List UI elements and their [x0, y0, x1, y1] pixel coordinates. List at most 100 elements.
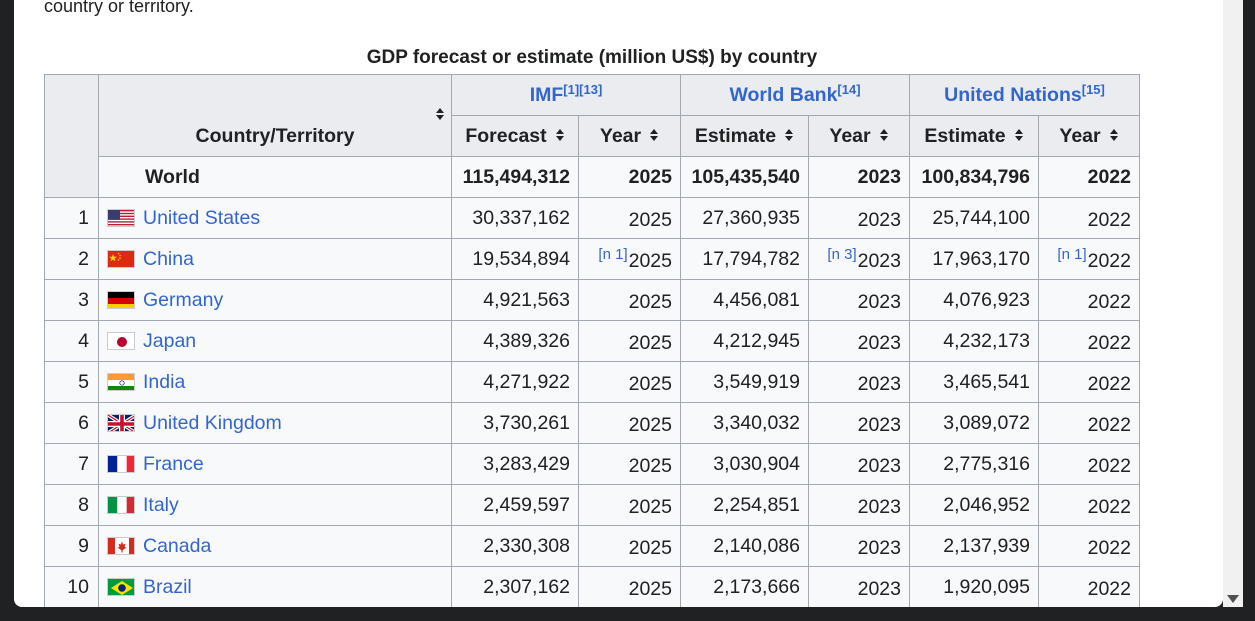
wb-year: 2023: [808, 566, 910, 607]
imf-value: 19,534,894: [451, 238, 579, 280]
world-wb-year: 2023: [808, 156, 910, 198]
country-link[interactable]: United States: [143, 206, 261, 229]
country-link[interactable]: India: [143, 370, 186, 393]
un-year-header[interactable]: Year: [1038, 115, 1140, 157]
imf-year: 2025: [578, 279, 681, 321]
sort-icon[interactable]: [1109, 129, 1119, 143]
year-value: 2022: [1087, 577, 1131, 600]
wb-value: 2,254,851: [680, 484, 809, 526]
india-flag-icon: [107, 373, 135, 392]
imf-year-header[interactable]: Year: [578, 115, 681, 157]
world-name: World: [98, 156, 452, 198]
sort-icon[interactable]: [1014, 129, 1024, 143]
year-value: 2025: [628, 290, 672, 313]
un-refs[interactable]: [15]: [1081, 81, 1105, 97]
imf-forecast-header[interactable]: Forecast: [451, 115, 579, 157]
rank-cell: 8: [44, 484, 99, 526]
table-row: 1 United States 30,337,162 2025 27,360,935 20…: [44, 197, 1140, 239]
un-value: 25,744,100: [909, 197, 1039, 239]
imf-header: IMF[1][13]: [451, 74, 681, 116]
sort-icon[interactable]: [435, 108, 445, 122]
imf-value: 3,730,261: [451, 402, 579, 444]
un-year: 2022: [1038, 566, 1140, 607]
wb-year: 2023: [808, 197, 910, 239]
world-imf: 115,494,312: [451, 156, 579, 198]
year-value: 2022: [1087, 290, 1131, 313]
table-row: 2 China 19,534,894 [n 1]2025 17,794,782 [n 3]…: [44, 238, 1140, 280]
imf-link[interactable]: IMF: [529, 83, 564, 106]
year-value: 2022: [1087, 331, 1131, 354]
un-value: 3,089,072: [909, 402, 1039, 444]
sort-icon[interactable]: [784, 129, 794, 143]
year-label: Year: [599, 124, 642, 147]
country-cell: United States: [98, 197, 452, 239]
wb-year: 2023: [808, 402, 910, 444]
country-link[interactable]: China: [143, 247, 194, 270]
un-link[interactable]: United Nations: [944, 83, 1082, 106]
un-estimate-header[interactable]: Estimate: [909, 115, 1039, 157]
un-value: 2,775,316: [909, 443, 1039, 485]
wb-year-header[interactable]: Year: [808, 115, 910, 157]
year-value: 2023: [857, 413, 901, 436]
country-link[interactable]: Brazil: [143, 575, 192, 598]
wb-value: 3,549,919: [680, 361, 809, 403]
imf-refs[interactable]: [1][13]: [563, 81, 603, 97]
year-value: 2025: [628, 536, 672, 559]
country-header-label: Country/Territory: [195, 125, 355, 147]
footnote-link[interactable]: [n 1]: [1057, 245, 1087, 263]
imf-year: 2025: [578, 566, 681, 607]
wb-year: 2023: [808, 484, 910, 526]
year-value: 2023: [857, 372, 901, 395]
wb-value: 2,173,666: [680, 566, 809, 607]
germany-flag-icon: [107, 291, 135, 310]
imf-value: 4,921,563: [451, 279, 579, 321]
scroll-down-arrow-icon[interactable]: [1227, 595, 1239, 603]
sort-icon[interactable]: [879, 129, 889, 143]
footnote-link[interactable]: [n 1]: [598, 245, 628, 263]
year-value: 2022: [1087, 495, 1131, 518]
worldbank-link[interactable]: World Bank: [729, 83, 838, 106]
country-cell: United Kingdom: [98, 402, 452, 444]
country-link[interactable]: United Kingdom: [143, 411, 282, 434]
world-wb: 105,435,540: [680, 156, 809, 198]
wb-value: 3,340,032: [680, 402, 809, 444]
table-row: 8 Italy 2,459,597 2025 2,254,851 2023 2,046,95…: [44, 484, 1140, 526]
un-year: 2022: [1038, 402, 1140, 444]
country-link[interactable]: France: [143, 452, 204, 475]
country-cell: Italy: [98, 484, 452, 526]
un-year: 2022: [1038, 484, 1140, 526]
country-header[interactable]: Country/Territory: [98, 74, 452, 157]
rank-cell: 1: [44, 197, 99, 239]
year-value: 2025: [628, 331, 672, 354]
year-value: 2023: [857, 290, 901, 313]
year-label: Year: [829, 124, 871, 147]
country-link[interactable]: Japan: [143, 329, 197, 352]
estimate-label: Estimate: [694, 124, 777, 147]
imf-value: 4,389,326: [451, 320, 579, 362]
table-row: 10 Brazil 2,307,162 2025 2,173,666 2023 1,920,…: [44, 566, 1140, 607]
imf-year: 2025: [578, 443, 681, 485]
un-value: 2,137,939: [909, 525, 1039, 567]
vertical-scrollbar[interactable]: [1223, 0, 1243, 607]
country-link[interactable]: Germany: [143, 288, 224, 311]
imf-year: 2025: [578, 484, 681, 526]
wb-value: 3,030,904: [680, 443, 809, 485]
imf-year: 2025: [578, 320, 681, 362]
rank-cell: 5: [44, 361, 99, 403]
wb-year: [n 3]2023: [808, 238, 910, 280]
wb-year: 2023: [808, 361, 910, 403]
worldbank-refs[interactable]: [14]: [837, 81, 861, 97]
table-caption: GDP forecast or estimate (million US$) b…: [366, 47, 818, 68]
sort-icon[interactable]: [555, 129, 565, 143]
sort-icon[interactable]: [649, 129, 659, 143]
footnote-link[interactable]: [n 3]: [827, 245, 857, 263]
wb-estimate-header[interactable]: Estimate: [680, 115, 809, 157]
year-value: 2025: [628, 413, 672, 436]
country-link[interactable]: Italy: [143, 493, 179, 516]
year-value: 2023: [857, 249, 901, 272]
un-value: 2,046,952: [909, 484, 1039, 526]
japan-flag-icon: [107, 332, 135, 351]
table-row: 6 United Kingdom 3,730,261 2025 3,340,032 202…: [44, 402, 1140, 444]
un-year: 2022: [1038, 361, 1140, 403]
country-link[interactable]: Canada: [143, 534, 212, 557]
